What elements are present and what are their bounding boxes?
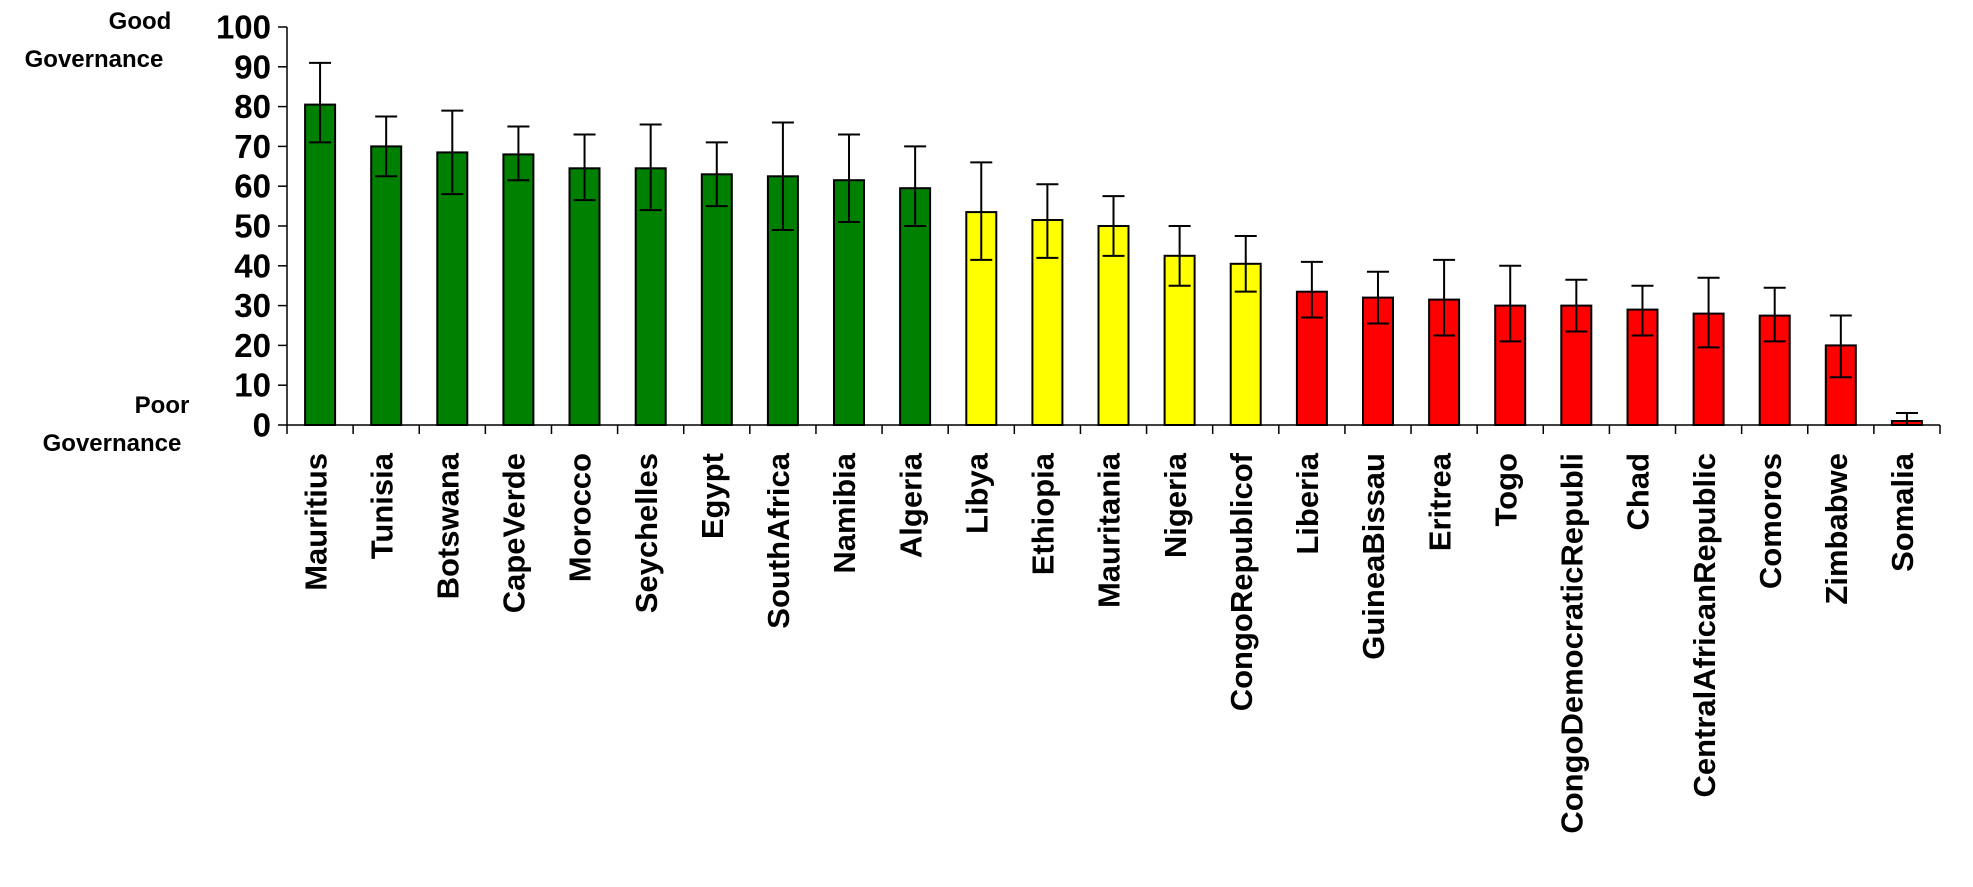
bar-namibia [833, 179, 865, 426]
y-tick-label-20: 20 [234, 327, 271, 364]
error-bar-morocco [573, 133, 596, 202]
error-bar-southafrica [771, 121, 794, 231]
y-tick-label-100: 100 [216, 9, 271, 46]
error-bar-eritrea [1433, 258, 1456, 337]
x-tick-label-eritrea: Eritrea [1422, 452, 1457, 551]
error-bar-mauritius [309, 61, 332, 144]
x-tick-label-nigeria: Nigeria [1158, 452, 1193, 558]
x-tick-labels: Mauritius Tunisia Botswana CapeVerde Morocco… [298, 452, 1920, 833]
axes-layer [278, 26, 1941, 434]
x-tick-label-ethiopia: Ethiopia [1026, 452, 1061, 575]
y-tick-label-70: 70 [234, 128, 271, 165]
x-tick-label-congodemocraticrepubli: CongoDemocraticRepubli [1554, 453, 1589, 834]
y-tick-label-50: 50 [234, 208, 271, 245]
annotations: Good Governance Poor Governance [25, 8, 190, 457]
x-tick-label-mauritania: Mauritania [1092, 452, 1127, 608]
x-tick-label-capeverde: CapeVerde [497, 453, 532, 613]
x-tick-label-mauritius: Mauritius [298, 453, 333, 591]
x-tick-label-chad: Chad [1621, 453, 1656, 531]
bars-layer [304, 103, 1923, 427]
error-bar-comoros [1763, 286, 1786, 343]
y-tick-label-0: 0 [253, 407, 271, 444]
error-bar-botswana [441, 109, 464, 196]
error-bar-centralafricanrepublic [1697, 276, 1720, 349]
x-tick-label-tunisia: Tunisia [364, 452, 399, 559]
error-bar-capeverde [507, 125, 530, 182]
x-tick-label-namibia: Namibia [827, 452, 862, 573]
x-tick-label-congorepublicof: CongoRepublicof [1224, 452, 1259, 711]
error-bar-congodemocraticrepubli [1565, 278, 1588, 333]
bar-centralafricanrepublic [1692, 312, 1725, 427]
y-tick-label-30: 30 [234, 287, 271, 324]
bar-tunisia [370, 145, 403, 426]
x-tick-label-seychelles: Seychelles [629, 453, 664, 613]
error-bar-congorepublicof [1234, 234, 1257, 293]
error-bar-libya [970, 161, 993, 261]
x-tick-label-algeria: Algeria [893, 452, 928, 558]
x-tick-label-egypt: Egypt [695, 453, 730, 539]
poor-governance-line2: Governance [43, 430, 182, 457]
error-bar-ethiopia [1036, 183, 1059, 259]
x-tick-label-botswana: Botswana [430, 452, 465, 599]
error-bar-liberia [1300, 260, 1323, 319]
bar-botswana [436, 151, 469, 426]
x-tick-label-centralafricanrepublic: CentralAfricanRepublic [1687, 453, 1722, 798]
x-tick-label-comoros: Comoros [1753, 453, 1788, 589]
bar-morocco [568, 167, 601, 427]
bar-egypt [700, 173, 733, 426]
x-tick-label-liberia: Liberia [1290, 452, 1325, 554]
error-bar-namibia [838, 133, 861, 224]
error-bar-chad [1631, 284, 1654, 337]
error-bar-zimbabwe [1829, 314, 1852, 379]
x-tick-label-guineabissau: GuineaBissau [1356, 453, 1391, 660]
error-bar-algeria [904, 145, 927, 227]
error-bars-layer [309, 61, 1918, 426]
x-tick-label-somalia: Somalia [1885, 452, 1920, 572]
y-tick-label-60: 60 [234, 168, 271, 205]
bar-mauritania [1097, 225, 1130, 426]
error-bar-togo [1499, 264, 1522, 343]
good-governance-line1: Good [109, 8, 172, 35]
x-tick-label-zimbabwe: Zimbabwe [1819, 453, 1854, 605]
error-bar-egypt [705, 141, 728, 208]
y-tick-label-40: 40 [234, 247, 271, 284]
x-tick-label-libya: Libya [959, 452, 994, 534]
error-bar-tunisia [375, 115, 398, 178]
error-bar-mauritania [1102, 195, 1125, 257]
y-tick-label-10: 10 [234, 367, 271, 404]
poor-governance-line1: Poor [135, 392, 190, 419]
y-tick-label-90: 90 [234, 48, 271, 85]
error-bar-nigeria [1168, 225, 1191, 287]
x-tick-label-southafrica: SouthAfrica [761, 452, 796, 628]
bar-mauritius [304, 103, 337, 426]
bar-capeverde [502, 153, 535, 426]
error-bar-guineabissau [1366, 270, 1389, 325]
x-tick-label-morocco: Morocco [563, 453, 598, 582]
x-tick-label-togo: Togo [1488, 453, 1523, 526]
error-bar-seychelles [639, 123, 662, 212]
good-governance-line2: Governance [25, 46, 164, 73]
y-tick-label-80: 80 [234, 88, 271, 125]
